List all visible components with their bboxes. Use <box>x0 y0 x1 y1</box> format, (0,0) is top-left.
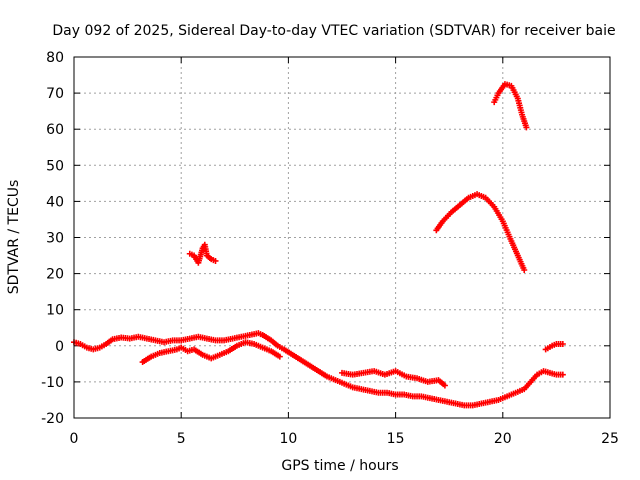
data-point <box>441 382 448 389</box>
y-tick-label: 70 <box>46 86 64 102</box>
x-tick-label: 15 <box>387 431 405 447</box>
y-tick-label: 10 <box>46 303 64 319</box>
data-point <box>212 257 219 264</box>
data-series-group <box>491 81 530 131</box>
x-tick-label: 10 <box>279 431 297 447</box>
y-tick-label: -20 <box>41 411 64 427</box>
grid-lines <box>74 57 610 418</box>
x-tick-label: 0 <box>70 431 79 447</box>
y-tick-label: -10 <box>41 375 64 391</box>
chart-title: Day 092 of 2025, Sidereal Day-to-day VTE… <box>52 23 615 39</box>
data-series-group <box>139 339 283 366</box>
x-tick-label: 5 <box>177 431 186 447</box>
x-tick-label: 20 <box>494 431 512 447</box>
plot-frame <box>73 56 611 419</box>
y-tick-label: 60 <box>46 122 64 138</box>
x-tick-label: 25 <box>601 431 619 447</box>
y-tick-label: 0 <box>55 339 64 355</box>
data-series-group <box>339 368 448 389</box>
data-point <box>559 371 566 378</box>
y-tick-label: 30 <box>46 231 64 247</box>
y-tick-label: 50 <box>46 158 64 174</box>
data-point <box>521 266 528 273</box>
y-tick-label: 20 <box>46 267 64 283</box>
data-series-group <box>433 191 528 273</box>
y-tick-label: 80 <box>46 50 64 66</box>
y-tick-label: 40 <box>46 194 64 210</box>
data-series-group <box>71 330 566 409</box>
y-axis-label: SDTVAR / TECUs <box>6 180 22 295</box>
data-series-group <box>186 241 219 266</box>
data-point <box>523 124 530 131</box>
data-point <box>559 340 566 347</box>
x-axis-label: GPS time / hours <box>281 458 398 474</box>
data-series-group <box>542 340 566 353</box>
data-point <box>276 353 283 360</box>
data-series <box>71 81 566 409</box>
